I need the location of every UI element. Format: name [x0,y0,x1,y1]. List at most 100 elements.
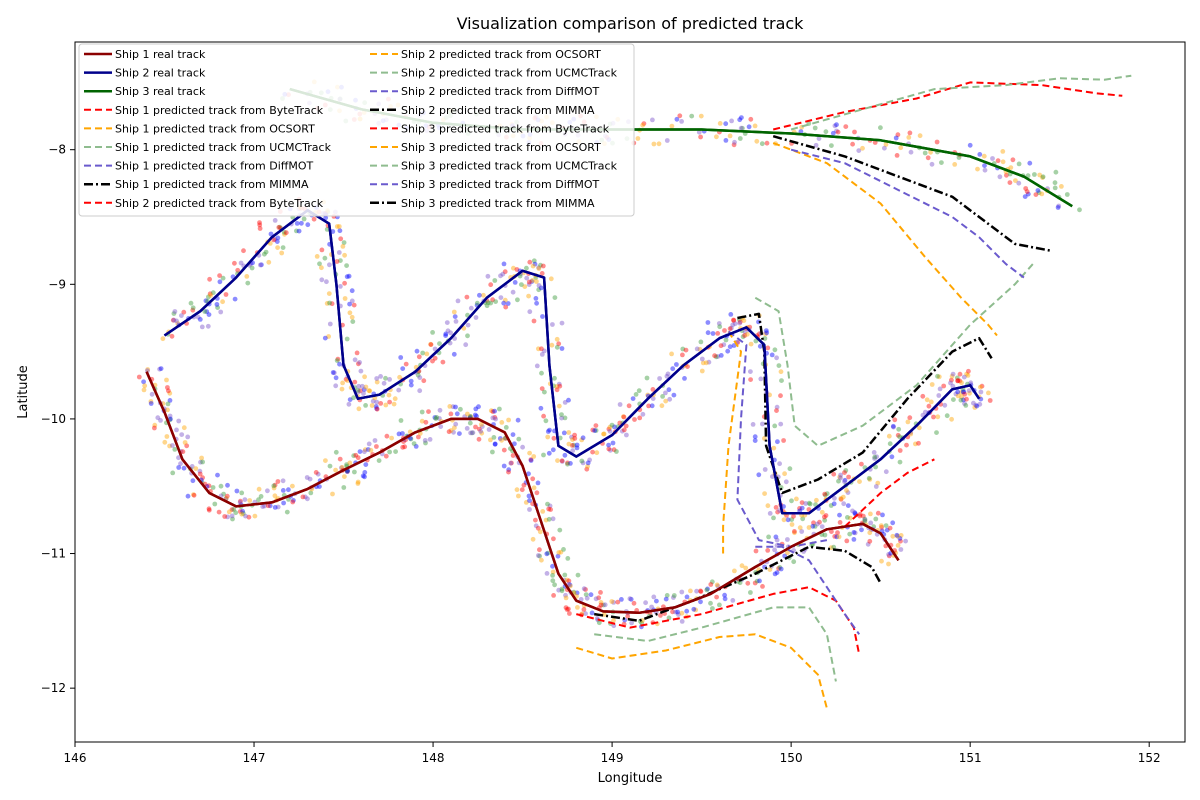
detection-point [1016,161,1022,167]
detection-point [515,297,520,303]
detection-point [852,510,858,516]
detection-point [886,553,892,559]
detection-point [609,422,615,428]
detection-point [479,424,485,429]
detection-point [774,408,779,413]
detection-point [866,475,872,481]
detection-point [936,374,942,380]
detection-point [220,275,226,281]
detection-point [728,312,734,317]
detection-point [557,435,563,441]
detection-point [234,488,240,494]
detection-point [722,592,727,598]
detection-point [479,422,484,427]
detection-point [141,387,147,393]
detection-point [871,450,877,455]
detection-point [729,325,734,331]
detection-point [756,319,761,325]
detection-point [512,280,518,285]
detection-point [533,523,539,529]
detection-point [822,492,828,498]
detection-point [954,375,960,381]
detection-point [852,129,857,135]
detection-point [534,490,540,496]
detection-point [840,494,846,500]
detection-point [1035,188,1041,193]
detection-point [986,390,991,396]
detection-point [813,142,819,148]
detection-point [949,416,954,422]
detection-point [958,397,964,403]
detection-point [581,607,587,612]
detection-point [555,553,561,559]
detection-point [457,431,462,436]
detection-point [794,496,799,502]
detection-point [953,391,959,397]
detection-point [490,409,496,414]
detection-point [848,515,853,521]
detection-point [757,578,762,584]
detection-point [886,561,891,567]
detection-point [206,506,212,512]
detection-point [162,439,168,445]
detection-point [567,583,573,589]
detection-point [828,503,834,508]
detection-point [757,343,763,349]
detection-point [717,121,723,126]
detection-point [374,399,380,405]
detection-point [464,294,470,300]
detection-point [324,279,329,285]
detection-point [798,129,804,134]
series-line-8 [594,545,882,623]
detection-point [889,454,895,460]
detection-point [977,152,983,157]
detection-point [1032,172,1037,177]
detection-point [830,130,836,136]
detection-point [333,375,339,381]
detection-point [370,398,376,404]
legend-label: Ship 2 predicted track from DiffMOT [401,85,600,98]
detection-point [326,291,332,296]
detection-point [181,309,187,315]
detection-point [763,328,769,333]
detection-point [347,460,353,466]
detection-point [651,141,657,147]
detection-point [538,405,544,411]
detection-point [752,580,758,586]
detection-point [347,310,353,316]
detection-point [664,373,670,379]
detection-point [727,326,733,332]
detection-point [550,447,556,453]
detection-point [584,595,590,601]
detection-point [556,587,562,593]
detection-point [698,588,703,594]
detection-point [717,324,723,330]
detection-point [474,413,479,419]
detection-point [170,443,175,448]
detection-point [981,153,987,159]
y-tick-label: −11 [41,547,66,561]
detection-point [559,415,564,421]
detection-point [842,479,847,485]
detection-point [481,292,486,298]
detection-point [856,148,862,154]
detection-point [527,450,532,456]
detection-point [218,309,224,315]
detection-point [617,420,623,426]
detection-point [207,276,213,282]
detection-point [787,466,793,472]
detection-point [152,422,158,428]
detection-point [334,358,340,363]
detection-point [546,506,552,512]
detection-point [158,418,163,423]
detection-point [229,513,235,519]
detection-point [262,251,267,257]
detection-point [383,453,389,459]
detection-point [895,543,901,548]
detection-point [897,448,903,453]
detection-point [843,468,849,473]
detection-point [527,309,533,315]
detection-point [341,485,347,490]
detection-point [358,388,363,394]
detection-point [569,434,574,440]
